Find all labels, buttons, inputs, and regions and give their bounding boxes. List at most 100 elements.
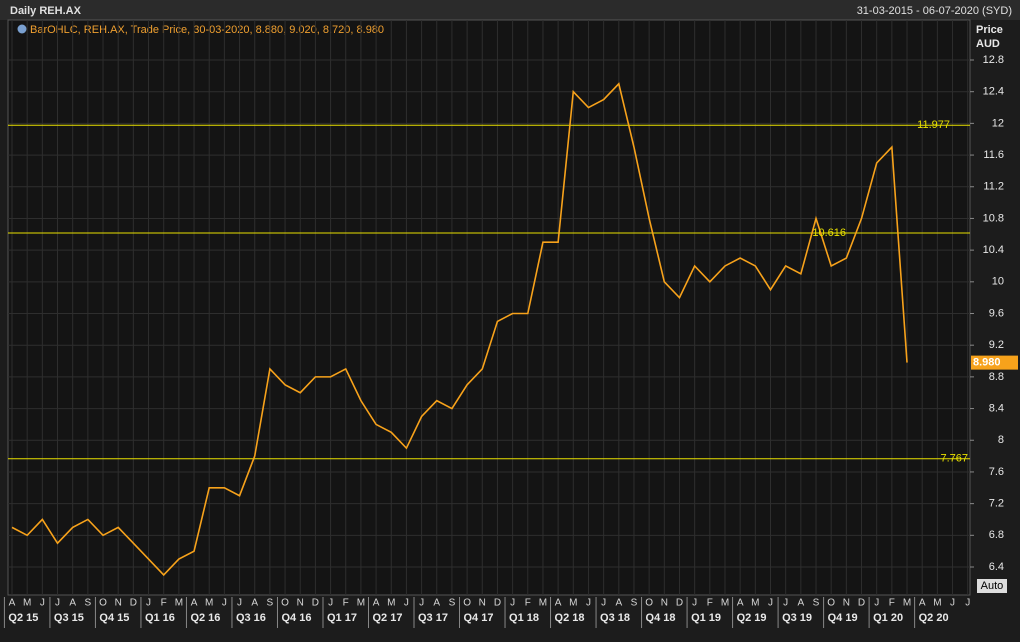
x-tick-label: S (631, 598, 638, 609)
quarter-label: Q2 17 (372, 612, 402, 624)
y-axis-label: Price (976, 24, 1003, 36)
x-tick-label: J (55, 598, 60, 609)
quarter-label: Q4 15 (99, 612, 129, 624)
x-tick-label: S (449, 598, 456, 609)
y-tick-label: 8.8 (989, 371, 1004, 383)
y-tick-label: 12 (992, 117, 1004, 129)
x-tick-label: N (297, 598, 304, 609)
header-bar (0, 0, 1020, 20)
y-tick-label: 11.6 (983, 149, 1004, 161)
y-tick-label: 10 (992, 276, 1004, 288)
x-tick-label: M (175, 598, 183, 609)
chart-title: Daily REH.AX (10, 5, 82, 17)
x-tick-label: M (569, 598, 577, 609)
quarter-label: Q2 18 (555, 612, 585, 624)
y-tick-label: 9.2 (989, 339, 1004, 351)
auto-label[interactable]: Auto (981, 580, 1004, 592)
level-label: 10.616 (812, 227, 846, 239)
x-tick-label: O (645, 598, 653, 609)
quarter-label: Q2 15 (8, 612, 38, 624)
price-line (11, 82, 908, 577)
x-tick-label: J (237, 598, 242, 609)
quarter-label: Q4 17 (464, 612, 494, 624)
quarter-label: Q1 17 (327, 612, 357, 624)
level-label: 11.977 (917, 119, 950, 131)
auto-button[interactable] (977, 579, 1007, 593)
x-tick-label: M (357, 598, 365, 609)
x-tick-label: A (919, 598, 926, 609)
x-tick-label: O (281, 598, 289, 609)
quarter-label: Q3 15 (54, 612, 84, 624)
quarter-label: Q4 19 (828, 612, 858, 624)
x-tick-label: M (539, 598, 547, 609)
x-tick-label: J (510, 598, 515, 609)
quarter-label: Q4 16 (281, 612, 311, 624)
y-tick-label: 9.6 (989, 307, 1004, 319)
x-tick-label: A (251, 598, 258, 609)
x-tick-label: J (404, 598, 409, 609)
x-tick-label: O (463, 598, 471, 609)
y-axis-unit: AUD (976, 38, 1000, 50)
y-tick-label: 6.4 (989, 561, 1004, 573)
x-tick-label: S (85, 598, 92, 609)
plot-area (7, 19, 971, 596)
quarter-label: Q2 19 (737, 612, 767, 624)
x-tick-label: M (933, 598, 941, 609)
x-tick-label: J (692, 598, 697, 609)
x-tick-label: D (858, 598, 865, 609)
x-tick-label: F (889, 598, 895, 609)
x-tick-label: D (312, 598, 319, 609)
y-tick-label: 7.2 (989, 498, 1004, 510)
x-tick-label: D (676, 598, 683, 609)
quarter-label: Q1 20 (873, 612, 903, 624)
x-tick-label: J (419, 598, 424, 609)
x-tick-label: J (40, 598, 45, 609)
quarter-label: Q3 17 (418, 612, 448, 624)
x-tick-label: J (328, 598, 333, 609)
x-tick-label: M (903, 598, 911, 609)
y-tick-label: 10.4 (983, 244, 1004, 256)
x-tick-label: M (751, 598, 759, 609)
x-tick-label: A (433, 598, 440, 609)
y-tick-label: 6.8 (989, 529, 1004, 541)
x-tick-label: A (9, 598, 16, 609)
y-tick-label: 8.4 (989, 402, 1004, 414)
x-tick-label: O (99, 598, 107, 609)
x-tick-label: A (191, 598, 198, 609)
x-tick-label: A (373, 598, 380, 609)
legend-icon[interactable] (17, 24, 27, 34)
x-tick-label: M (23, 598, 31, 609)
x-tick-label: A (555, 598, 562, 609)
quarter-label: Q1 16 (145, 612, 175, 624)
x-tick-label: J (965, 598, 970, 609)
x-tick-label: F (707, 598, 713, 609)
y-tick-label: 7.6 (989, 466, 1004, 478)
x-tick-label: F (343, 598, 349, 609)
x-tick-label: D (130, 598, 137, 609)
level-label: 7.767 (940, 453, 968, 465)
date-range: 31-03-2015 - 06-07-2020 (SYD) (857, 5, 1012, 17)
x-tick-label: J (783, 598, 788, 609)
x-tick-label: N (843, 598, 850, 609)
y-tick-label: 12.4 (983, 86, 1004, 98)
quarter-label: Q3 19 (782, 612, 812, 624)
quarter-label: Q2 16 (190, 612, 220, 624)
x-tick-label: F (525, 598, 531, 609)
quarter-label: Q1 18 (509, 612, 539, 624)
x-tick-label: J (874, 598, 879, 609)
x-tick-label: F (161, 598, 167, 609)
x-tick-label: M (205, 598, 213, 609)
x-tick-label: A (69, 598, 76, 609)
last-price-tag (971, 355, 1018, 370)
x-tick-label: J (222, 598, 227, 609)
y-tick-label: 11.2 (983, 181, 1004, 193)
quarter-label: Q3 16 (236, 612, 266, 624)
y-tick-label: 12.8 (983, 54, 1004, 66)
y-tick-label: 10.8 (983, 212, 1004, 224)
x-tick-label: A (798, 598, 805, 609)
quarter-label: Q1 19 (691, 612, 721, 624)
last-price-label: 8.980 (973, 357, 1001, 369)
x-tick-label: M (721, 598, 729, 609)
x-tick-label: D (494, 598, 501, 609)
